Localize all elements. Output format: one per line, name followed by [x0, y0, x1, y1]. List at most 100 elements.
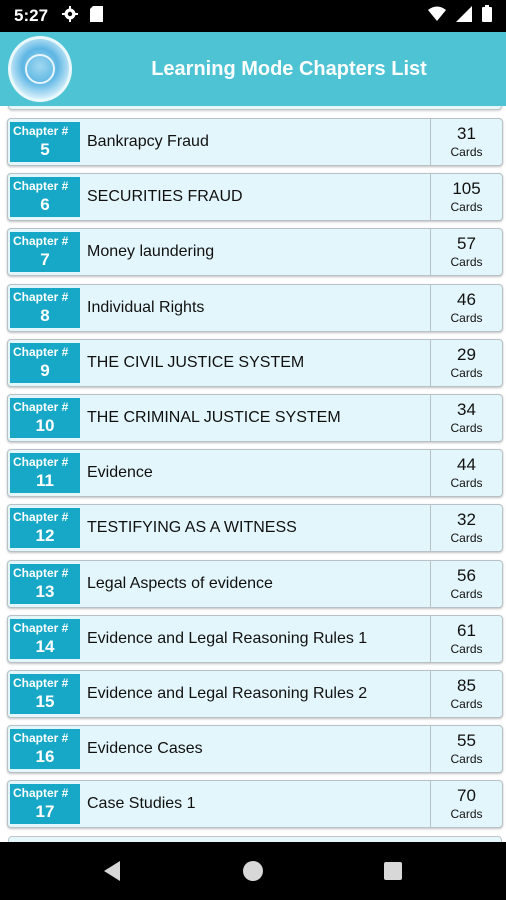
cards-count-box: 57 Cards: [430, 229, 502, 276]
chapter-title: Bankrapcy Fraud: [87, 133, 209, 150]
chapter-title: Evidence and Legal Reasoning Rules 1: [87, 629, 368, 647]
cards-label: Cards: [450, 476, 483, 491]
chapter-title: Money laundering: [87, 243, 215, 261]
chapter-title: Evidence Cases: [87, 740, 203, 758]
chapter-badge: Chapter #9: [10, 342, 80, 383]
chapter-row[interactable]: Chapter #11 Evidence 44 Cards: [7, 449, 503, 498]
cards-label: Cards: [450, 752, 483, 767]
back-icon[interactable]: [104, 861, 120, 881]
chapter-title: Evidence and Legal Reasoning Rules 2: [87, 685, 368, 702]
chapter-badge: Chapter # 10: [10, 398, 80, 438]
cards-count: 56: [457, 565, 476, 585]
chapter-row[interactable]: Chapter #16 Evidence Cases 55 Cards: [7, 725, 503, 774]
chapter-number: 11: [36, 471, 54, 491]
chapter-row[interactable]: Chapter #8 Individual Rights 46 Cards: [7, 283, 503, 332]
cards-count-box: 32 Cards: [430, 505, 502, 552]
chapter-number: 17: [35, 802, 55, 822]
cards-label: Cards: [450, 641, 483, 656]
chapter-row[interactable]: Chapter #12 TESTIFYING AS A WITNESS 32 Card…: [7, 504, 503, 553]
cards-label: Cards: [450, 145, 483, 159]
list-item-partial[interactable]: [8, 836, 502, 842]
chapter-label: Chapter #: [13, 289, 69, 304]
cards-label: Cards: [450, 697, 483, 711]
chapter-number: 10: [35, 416, 55, 435]
chapter-row[interactable]: Chapter #9 THE CIVIL JUSTICE SYSTEM 29 Card…: [7, 338, 503, 387]
chapter-label: Chapter #: [13, 344, 69, 359]
cards-label: Cards: [450, 531, 483, 546]
chapter-number: 9: [40, 360, 50, 380]
chapter-row[interactable]: Chapter #13 Legal Aspects of evidence 56 Ca…: [7, 559, 503, 608]
battery-icon: [482, 5, 492, 27]
cards-count-box: 34 Cards: [430, 395, 502, 441]
chapter-badge: Chapter #14: [10, 618, 80, 659]
chapter-number: 5: [40, 140, 50, 159]
cards-label: Cards: [450, 310, 483, 325]
sd-card-icon: [90, 5, 104, 27]
cards-count: 46: [457, 289, 476, 309]
cards-count-box: 31 Cards: [430, 119, 502, 165]
chapter-row[interactable]: Chapter #6 SECURITIES FRAUD 105 Cards: [7, 173, 503, 222]
cards-label: Cards: [450, 586, 483, 601]
chapter-number: 16: [35, 747, 55, 767]
app-bar: Learning Mode Chapters List: [0, 32, 506, 106]
home-icon[interactable]: [243, 861, 263, 881]
app-logo: [8, 36, 72, 102]
recents-icon[interactable]: [384, 862, 402, 880]
chapter-label: Chapter #: [13, 676, 69, 690]
chapter-row[interactable]: Chapter #7 Money laundering 57 Cards: [7, 228, 503, 277]
cards-label: Cards: [450, 200, 483, 215]
chapter-badge: Chapter #12: [10, 508, 80, 549]
chapter-label: Chapter #: [13, 786, 69, 801]
cards-label: Cards: [450, 421, 483, 435]
chapter-label: Chapter #: [13, 179, 69, 194]
chapter-title: THE CIVIL JUSTICE SYSTEM: [87, 353, 305, 371]
chapter-row[interactable]: Chapter #14 Evidence and Legal Reasoning …: [7, 614, 503, 663]
chapter-title: SECURITIES FRAUD: [87, 188, 243, 206]
chapter-badge: Chapter # 15: [10, 674, 80, 714]
cards-label: Cards: [450, 807, 483, 822]
chapter-label: Chapter #: [13, 234, 69, 249]
chapter-row[interactable]: Chapter # 15 Evidence and Legal Reasoning …: [7, 670, 503, 718]
chapter-number: 15: [35, 692, 55, 711]
cards-count: 105: [452, 179, 481, 199]
status-time: 5:27: [14, 6, 49, 25]
chapter-row[interactable]: Chapter # 10 THE CRIMINAL JUSTICE SYSTEM 34…: [7, 394, 503, 442]
chapter-label: Chapter #: [13, 565, 69, 580]
cards-count-box: 29 Cards: [430, 339, 502, 386]
chapter-list[interactable]: Chapter # 5 Bankrapcy Fraud 31 Cards Chapter …: [0, 106, 506, 842]
chapter-label: Chapter #: [13, 455, 69, 470]
chapter-title: Legal Aspects of evidence: [87, 574, 273, 592]
chapter-row[interactable]: Chapter # 5 Bankrapcy Fraud 31 Cards: [7, 118, 503, 166]
chapter-badge: Chapter #16: [10, 729, 80, 770]
cards-count: 55: [457, 731, 476, 751]
chapter-title: TESTIFYING AS A WITNESS: [87, 519, 297, 537]
cards-count: 57: [457, 234, 476, 254]
cards-count-box: 46 Cards: [430, 284, 502, 331]
chapter-title: Individual Rights: [87, 298, 205, 316]
chapter-number: 14: [35, 636, 55, 656]
chapter-label: Chapter #: [13, 510, 69, 525]
signal-icon: [456, 5, 472, 27]
cards-count-box: 85 Cards: [430, 671, 502, 717]
cards-count-box: 44 Cards: [430, 450, 502, 497]
chapter-label: Chapter #: [13, 400, 69, 414]
chapter-label: Chapter #: [13, 620, 69, 635]
navigation-bar: [0, 842, 506, 900]
chapter-number: 7: [40, 250, 50, 270]
chapter-title: THE CRIMINAL JUSTICE SYSTEM: [87, 409, 341, 426]
cards-count-box: 56 Cards: [430, 560, 502, 607]
page-title: Learning Mode Chapters List: [151, 57, 427, 80]
chapter-badge: Chapter #17: [10, 784, 80, 825]
cards-count: 32: [457, 510, 476, 530]
cards-count: 61: [457, 620, 476, 640]
chapter-title: Evidence: [87, 464, 153, 482]
cards-count-box: 105 Cards: [430, 174, 502, 221]
cards-count: 70: [457, 786, 476, 806]
cards-count-box: 61 Cards: [430, 615, 502, 662]
chapter-number: 8: [40, 305, 50, 325]
list-item-partial[interactable]: [8, 106, 502, 110]
wifi-icon: [428, 6, 446, 27]
gear-icon: [62, 5, 79, 27]
cards-count-box: 70 Cards: [430, 781, 502, 828]
chapter-row[interactable]: Chapter #17 Case Studies 1 70 Cards: [7, 780, 503, 829]
